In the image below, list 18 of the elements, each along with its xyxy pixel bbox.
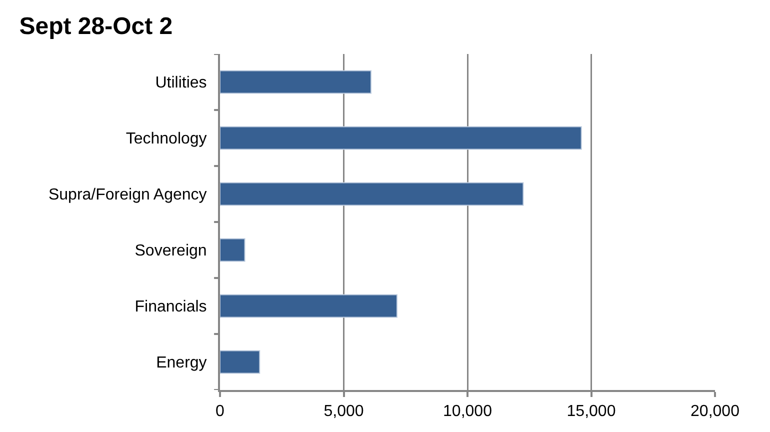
x-tick-label: 10,000 (443, 403, 492, 420)
y-tick-label: Utilities (155, 74, 207, 92)
bar (220, 126, 582, 150)
x-tick-label: 20,000 (690, 403, 740, 420)
y-tick-label: Financials (134, 298, 207, 316)
y-tick-label: Energy (156, 354, 207, 372)
y-tick-label: Technology (126, 130, 207, 148)
y-tick-label: Sovereign (134, 242, 207, 260)
bar (220, 182, 524, 206)
bar (220, 350, 260, 374)
x-tick-label: 15,000 (566, 403, 616, 420)
x-tick-label: 5,000 (324, 403, 364, 420)
x-tick-label: 0 (216, 403, 225, 420)
y-tick-label: Supra/Foreign Agency (48, 186, 207, 204)
bar (220, 238, 246, 262)
chart-title: Sept 28-Oct 2 (19, 13, 173, 40)
bar (220, 70, 372, 94)
bar (220, 294, 398, 318)
